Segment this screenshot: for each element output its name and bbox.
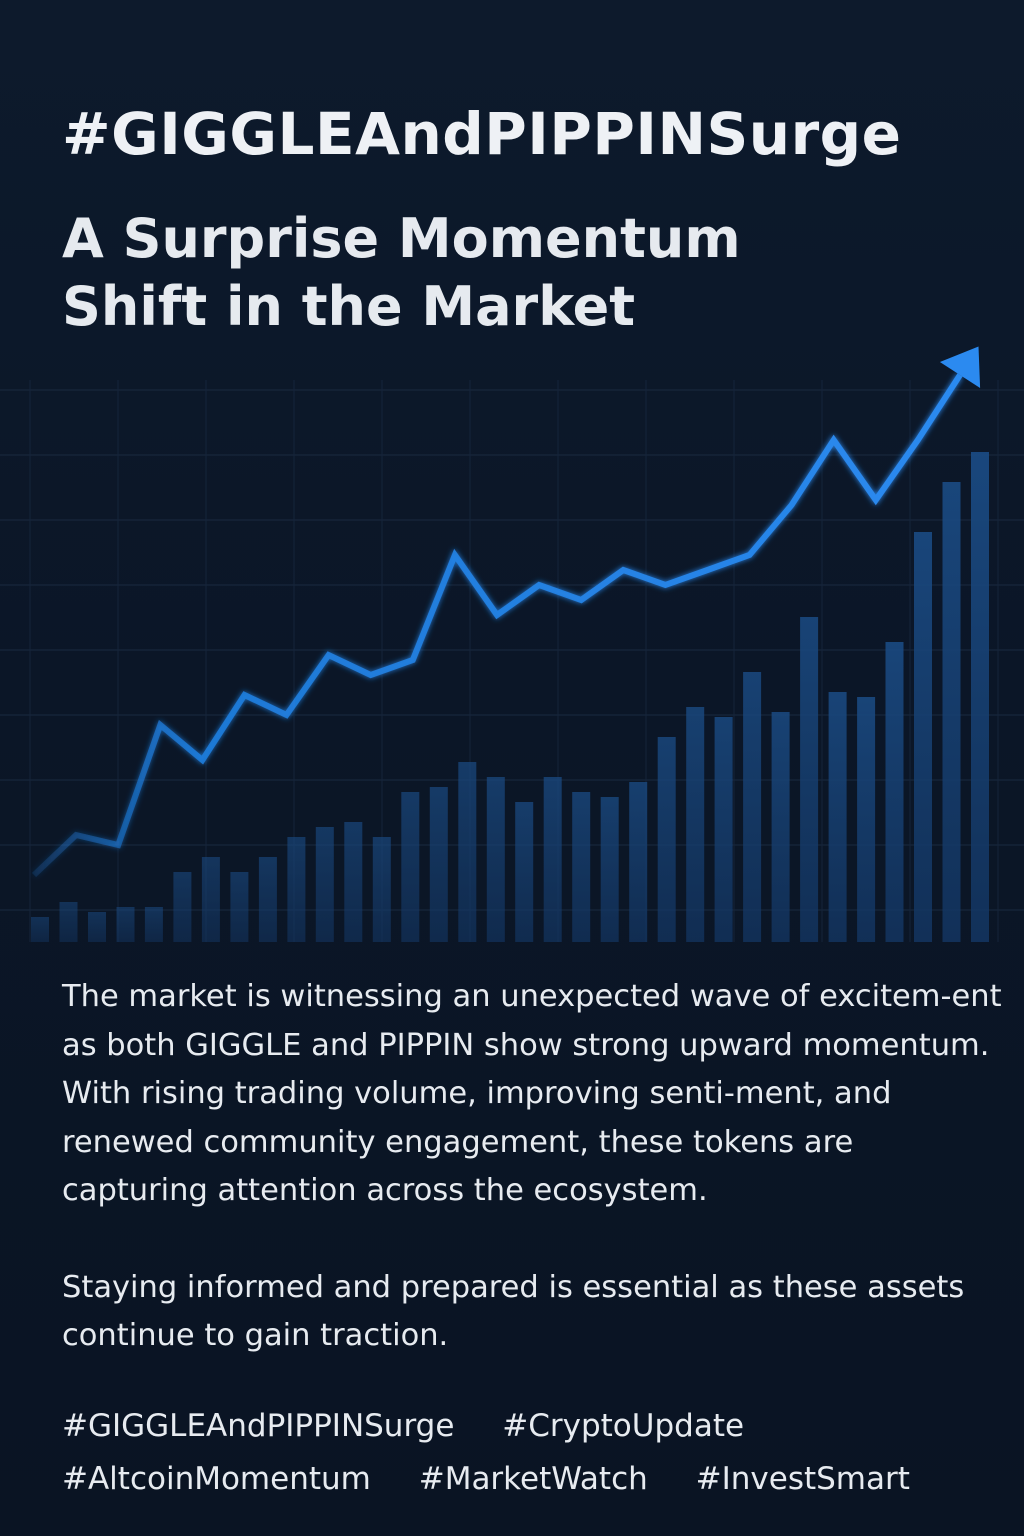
subtitle-line-2: Shift in the Market — [62, 275, 636, 338]
volume-bar — [230, 872, 249, 942]
volume-bar — [372, 837, 391, 942]
volume-bar — [429, 787, 448, 942]
volume-bar — [258, 857, 277, 942]
volume-bar — [486, 777, 505, 942]
volume-bar — [971, 452, 989, 942]
volume-bar — [942, 482, 961, 942]
hashtags: #GIGGLEAndPIPPINSurge #CryptoUpdate #Alt… — [62, 1400, 1002, 1506]
volume-bar — [31, 917, 49, 942]
volume-bar — [116, 907, 135, 942]
body-paragraph-1: The market is witnessing an unexpected w… — [62, 979, 1002, 1208]
body-paragraph-2: Staying informed and prepared is essenti… — [62, 1269, 965, 1354]
hashtag[interactable]: #GIGGLEAndPIPPINSurge — [62, 1408, 455, 1444]
volume-bar — [315, 827, 334, 942]
volume-bar — [686, 707, 705, 942]
volume-bar — [88, 912, 106, 942]
volume-bar — [144, 907, 163, 942]
hashtag-row-2: #AltcoinMomentum #MarketWatch #InvestSma… — [62, 1453, 1002, 1506]
trend-arrowhead-icon — [939, 346, 981, 388]
volume-bar — [714, 717, 733, 942]
price-line — [31, 373, 963, 878]
volume-bar — [771, 712, 790, 942]
volume-bar — [458, 762, 477, 942]
volume-bar — [515, 802, 534, 942]
hashtag-row-1: #GIGGLEAndPIPPINSurge #CryptoUpdate — [62, 1400, 1002, 1453]
volume-bar — [201, 857, 220, 942]
surge-chart — [0, 346, 1024, 942]
volume-bar — [401, 792, 420, 942]
hashtag[interactable]: #InvestSmart — [695, 1461, 910, 1497]
subtitle-line-1: A Surprise Momentum — [62, 207, 741, 270]
headline: #GIGGLEAndPIPPINSurge — [62, 100, 902, 168]
volume-bars — [31, 452, 989, 942]
volume-bar — [287, 837, 306, 942]
body-text: The market is witnessing an unexpected w… — [62, 973, 1007, 1409]
volume-bar — [743, 672, 762, 942]
hashtag[interactable]: #CryptoUpdate — [502, 1408, 745, 1444]
hashtag[interactable]: #MarketWatch — [418, 1461, 648, 1497]
volume-bar — [543, 777, 562, 942]
volume-bar — [572, 792, 591, 942]
volume-bar — [885, 642, 904, 942]
hashtag[interactable]: #AltcoinMomentum — [62, 1461, 371, 1497]
volume-bar — [344, 822, 363, 942]
price-line-layer — [31, 346, 981, 878]
volume-bar — [657, 737, 676, 942]
volume-bar — [828, 692, 847, 942]
volume-bar — [857, 697, 876, 942]
volume-bar — [173, 872, 192, 942]
subtitle: A Surprise Momentum Shift in the Market — [62, 205, 822, 341]
volume-bar — [629, 782, 648, 942]
volume-bar — [59, 902, 78, 942]
volume-bar — [914, 532, 932, 942]
volume-bar — [800, 617, 819, 942]
volume-bar — [600, 797, 619, 942]
